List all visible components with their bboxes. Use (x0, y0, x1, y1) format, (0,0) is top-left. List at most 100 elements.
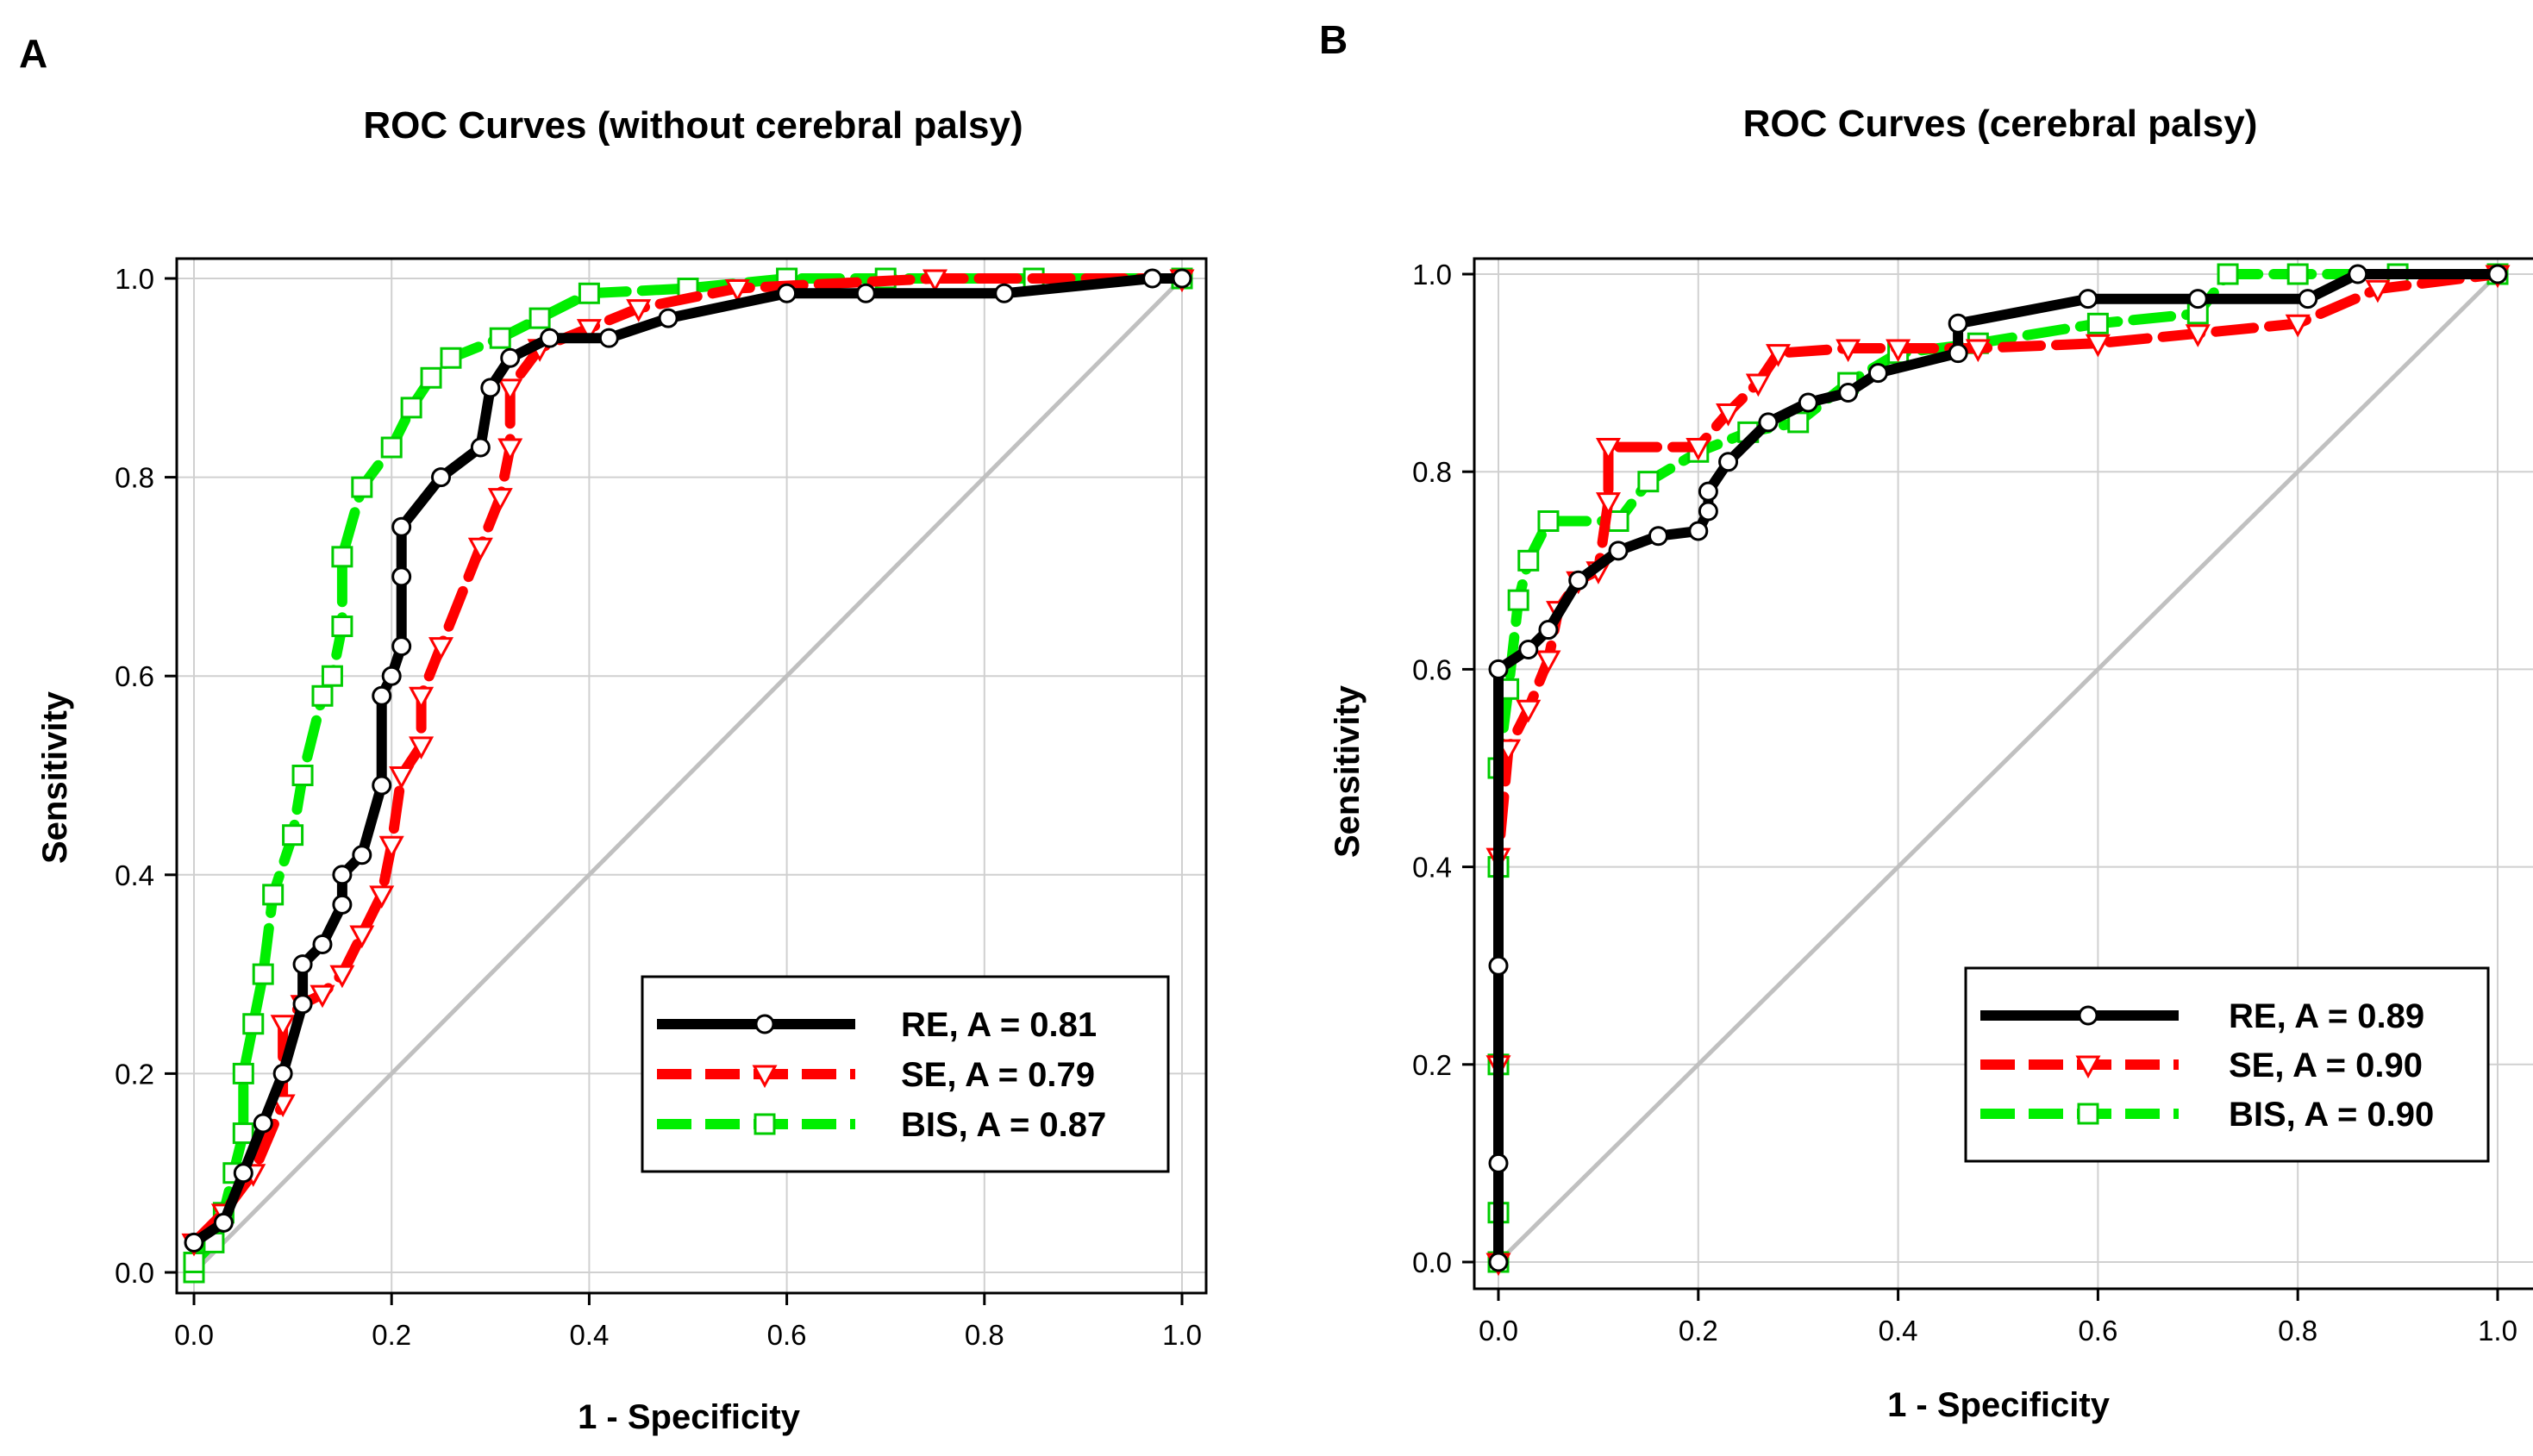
y-tick-label: 0.6 (1412, 653, 1452, 685)
curves-b (1485, 263, 2511, 1277)
y-tick-label: 0.0 (1412, 1247, 1452, 1278)
data-point-re (233, 1163, 253, 1184)
x-tick-label: 1.0 (2478, 1315, 2517, 1347)
data-point-se (378, 835, 404, 859)
data-point-bis (440, 347, 462, 369)
legend-marker-se (2075, 1055, 2101, 1079)
y-tick-label: 1.0 (1412, 259, 1452, 291)
data-point-re (1838, 383, 1859, 403)
data-point-re (332, 865, 353, 885)
data-point-re (1758, 412, 1779, 433)
data-point-se (1595, 492, 1622, 516)
data-point-se (576, 319, 602, 342)
data-point-re (1867, 363, 1888, 384)
data-point-re (381, 666, 402, 686)
data-point-se (369, 885, 395, 909)
data-point-re (1518, 639, 1539, 659)
y-tick-label: 0.0 (115, 1257, 154, 1289)
data-point-se (329, 965, 355, 989)
data-point-se (2285, 314, 2311, 338)
y-tick-label: 0.2 (1412, 1049, 1452, 1081)
data-point-re (1608, 541, 1629, 561)
x-tick-label: 1.0 (1162, 1319, 1202, 1351)
data-point-re (1648, 526, 1668, 547)
diagonal-reference-line-b (1497, 272, 2499, 1264)
x-tick-label: 0.0 (1479, 1315, 1518, 1347)
data-point-re (1488, 1252, 1509, 1272)
plot-frame-a (175, 257, 1208, 1295)
x-axis-label-b: 1 - Specificity (1887, 1386, 2111, 1424)
data-point-bis (380, 436, 403, 459)
data-point-se (1836, 339, 1861, 363)
data-point-bis (282, 824, 304, 847)
y-tick-label: 0.8 (1412, 456, 1452, 488)
data-point-re (1698, 481, 1718, 502)
data-point-bis (262, 884, 285, 906)
data-point-se (389, 766, 415, 790)
data-point-se (1595, 438, 1622, 461)
data-point-re (1172, 268, 1192, 289)
x-tick-label: 0.6 (767, 1319, 807, 1351)
y-axis-label-b: Sensitivity (1329, 684, 1367, 858)
y-tick-label: 1.0 (115, 263, 154, 295)
data-point-re (1688, 521, 1709, 541)
legend-marker-re (2078, 1005, 2098, 1026)
data-point-bis (2086, 312, 2109, 334)
roc-panel-a: A ROC Curves (without cerebral palsy) 0.… (19, 31, 1208, 1436)
data-point-re (1538, 620, 1559, 641)
data-point-re (1488, 659, 1509, 679)
x-axis-label-a: 1 - Specificity (578, 1398, 801, 1436)
data-point-re (1948, 313, 1968, 334)
data-point-re (2298, 289, 2318, 309)
x-tick-label: 0.6 (2078, 1315, 2117, 1347)
data-point-re (540, 328, 560, 348)
data-point-re (2078, 289, 2098, 309)
data-point-re (431, 467, 451, 488)
data-point-se (1535, 650, 1561, 674)
data-point-se (1745, 373, 1771, 397)
data-point-se (497, 378, 523, 402)
data-point-bis (2286, 263, 2309, 285)
panel-label-a: A (19, 31, 47, 76)
data-point-re (1142, 268, 1163, 289)
data-point-re (1488, 1153, 1509, 1173)
legend-a: RE, A = 0.81 SE, A = 0.79 BIS, A = 0.87 (641, 975, 1170, 1173)
grid-a (177, 259, 1206, 1293)
data-point-re (2187, 289, 2208, 309)
data-point-bis (2217, 263, 2239, 285)
x-tick-label: 0.2 (372, 1319, 411, 1351)
series-re-a (184, 268, 1192, 1253)
data-point-se (1965, 339, 1991, 363)
legend-label-se: SE, A = 0.79 (901, 1056, 1095, 1094)
data-point-se (1765, 344, 1792, 367)
data-point-bis (489, 327, 511, 349)
data-point-re (777, 283, 797, 303)
legend-marker-re (754, 1014, 775, 1034)
data-point-bis (400, 397, 422, 419)
data-point-re (1798, 392, 1818, 413)
data-point-re (1568, 570, 1589, 591)
data-point-bis (331, 546, 353, 568)
data-point-se (310, 984, 335, 1009)
data-point-re (1948, 343, 1968, 364)
y-tick-label: 0.4 (1412, 852, 1452, 884)
data-point-se (409, 736, 435, 760)
legend-label-bis: BIS, A = 0.90 (2229, 1096, 2434, 1134)
data-point-se (922, 269, 948, 293)
roc-panel-b: B ROC Curves (cerebral palsy) 0.0 0.2 0.4 0… (1319, 17, 2533, 1424)
data-point-bis (578, 282, 600, 304)
data-point-bis (1507, 589, 1529, 611)
data-point-se (2185, 324, 2211, 347)
data-point-bis (420, 366, 442, 389)
y-tick-label: 0.8 (115, 462, 154, 494)
axis-ticks-b: 0.0 0.2 0.4 0.6 0.8 1.0 0.0 0.2 0.4 0.6 0.8 1.0 (1412, 259, 2517, 1347)
data-point-se (497, 438, 523, 462)
data-point-re (1698, 501, 1718, 522)
x-tick-label: 0.8 (965, 1319, 1004, 1351)
legend-label-bis: BIS, A = 0.87 (901, 1106, 1106, 1144)
data-point-bis (1637, 471, 1660, 493)
legend-marker-se (752, 1065, 778, 1089)
data-point-re (253, 1113, 273, 1134)
data-point-re (658, 308, 679, 328)
data-point-re (2348, 264, 2368, 284)
